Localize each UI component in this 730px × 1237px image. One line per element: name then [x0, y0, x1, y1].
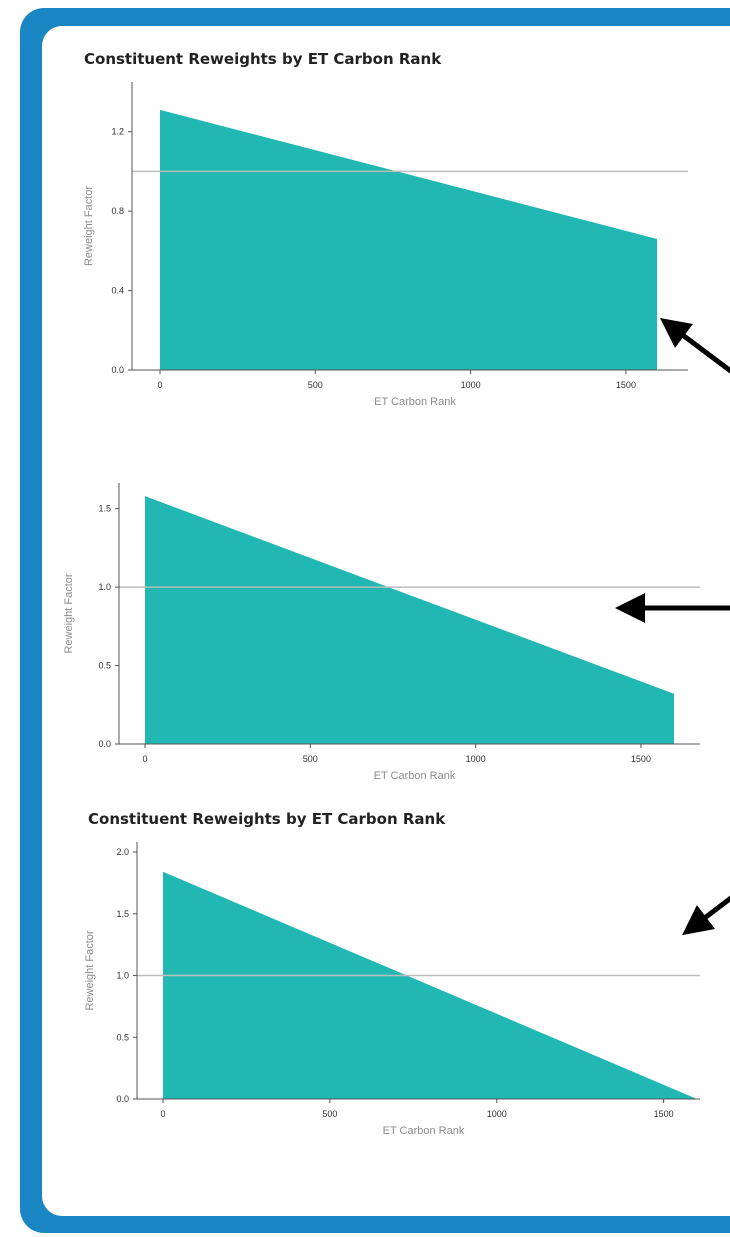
reweight-area	[163, 871, 697, 1099]
y-tick-label: 0.5	[116, 1032, 129, 1042]
y-axis-label: Reweight Factor	[63, 573, 75, 653]
reweight-area	[160, 109, 657, 370]
x-tick-label: 1500	[654, 1109, 674, 1119]
x-tick-label: 1000	[466, 754, 486, 764]
y-tick-label: 1.0	[116, 971, 129, 981]
y-axis-label: Reweight Factor	[83, 186, 95, 266]
x-tick-label: 1500	[631, 754, 651, 764]
annotation-arrows	[615, 318, 730, 936]
x-tick-label: 1000	[461, 380, 481, 390]
chart-1: Constituent Reweights by ET Carbon Rank …	[83, 50, 688, 408]
chart-2: 0.0 0.5 1.0 1.5 0 500 1000 1500 ET Carbon Rank Re…	[63, 483, 700, 782]
y-tick-label: 0.5	[98, 661, 111, 671]
x-axis-label: ET Carbon Rank	[374, 770, 456, 782]
y-tick-label: 0.4	[111, 286, 124, 296]
y-tick-label: 1.2	[111, 127, 124, 137]
y-tick-label: 2.0	[116, 847, 129, 857]
x-tick-label: 500	[303, 754, 318, 764]
chart-1-title: Constituent Reweights by ET Carbon Rank	[84, 50, 442, 68]
y-tick-label: 1.0	[98, 582, 111, 592]
y-tick-label: 0.0	[111, 365, 124, 375]
x-tick-label: 500	[322, 1109, 337, 1119]
x-tick-label: 0	[157, 380, 162, 390]
reweight-area	[145, 496, 674, 744]
y-axis-label: Reweight Factor	[84, 930, 96, 1010]
x-axis-label: ET Carbon Rank	[374, 396, 456, 408]
x-axis-label: ET Carbon Rank	[383, 1125, 465, 1137]
y-tick-label: 0.0	[116, 1094, 129, 1104]
y-tick-label: 0.0	[98, 739, 111, 749]
chart-3-title: Constituent Reweights by ET Carbon Rank	[88, 810, 446, 828]
x-tick-label: 0	[160, 1109, 165, 1119]
x-tick-label: 1500	[616, 380, 636, 390]
y-tick-label: 1.5	[98, 504, 111, 514]
x-tick-label: 0	[142, 754, 147, 764]
y-tick-label: 0.8	[111, 206, 124, 216]
chart-3: Constituent Reweights by ET Carbon Rank …	[84, 810, 700, 1137]
arrow-icon	[660, 318, 730, 374]
x-tick-label: 500	[308, 380, 323, 390]
y-tick-label: 1.5	[116, 909, 129, 919]
x-tick-label: 1000	[487, 1109, 507, 1119]
arrow-icon	[682, 895, 730, 936]
